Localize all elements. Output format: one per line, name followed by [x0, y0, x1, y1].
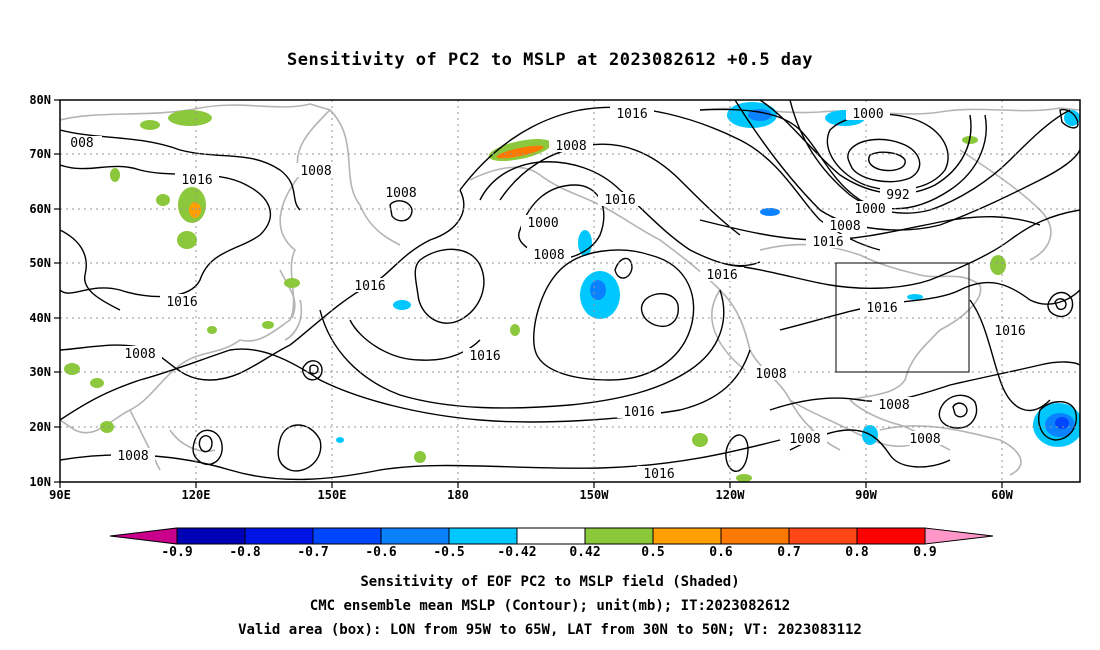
contour-label: 1008 [789, 432, 820, 447]
contour-label: 1016 [812, 235, 843, 250]
colorbar-swatch [856, 527, 926, 545]
contour-label: 1008 [533, 248, 564, 263]
colorbar-label: 0.7 [777, 545, 800, 560]
contour-label: 1016 [166, 295, 197, 310]
colorbar-label: -0.42 [497, 545, 536, 560]
contour-label: 1008 [124, 347, 155, 362]
colorbar-swatch [720, 527, 790, 545]
contour-label: 1000 [527, 216, 558, 231]
valid-area-box [835, 262, 970, 373]
lon-tick-label: 60W [991, 488, 1013, 502]
caption-contour: CMC ensemble mean MSLP (Contour); unit(m… [309, 598, 791, 614]
colorbar-swatch [788, 527, 858, 545]
contour-label: 1016 [706, 268, 737, 283]
contour-label: 1008 [385, 186, 416, 201]
lon-tick-label: 90W [855, 488, 877, 502]
colorbar [109, 527, 994, 545]
lat-tick-label: 60N [29, 202, 51, 216]
contour-label: 1008 [117, 449, 148, 464]
contour-label: 1016 [181, 173, 212, 188]
colorbar-label: -0.8 [229, 545, 260, 560]
colorbar-label: 0.42 [569, 545, 600, 560]
contour-label: 1008 [555, 139, 586, 154]
contour-label: 1016 [604, 193, 635, 208]
colorbar-label: -0.7 [297, 545, 328, 560]
colorbar-arrow-high [924, 527, 994, 545]
lat-tick-label: 20N [29, 420, 51, 434]
colorbar-label: -0.5 [433, 545, 464, 560]
contour-label: 1000 [854, 202, 885, 217]
lon-tick-label: 120E [182, 488, 211, 502]
colorbar-arrow-low [109, 527, 178, 545]
colorbar-swatch [652, 527, 722, 545]
contour-label-layer: 008 1016 1008 1008 1008 1016 1008 1000 1… [62, 106, 1032, 482]
contour-label: 1008 [878, 398, 909, 413]
colorbar-swatch [516, 527, 586, 545]
lat-tick-label: 10N [29, 475, 51, 489]
contour-label: 1008 [755, 367, 786, 382]
lat-tick-label: 30N [29, 365, 51, 379]
plot-frame [59, 99, 1081, 483]
colorbar-label: 0.8 [845, 545, 869, 560]
colorbar-swatch [176, 527, 246, 545]
lat-tick-label: 70N [29, 147, 51, 161]
lon-tick-label: 150E [318, 488, 347, 502]
contour-label: 1016 [994, 324, 1025, 339]
caption-shading: Sensitivity of EOF PC2 to MSLP field (Sh… [360, 574, 740, 590]
contour-label: 1016 [643, 467, 674, 482]
contour-label: 1000 [852, 107, 883, 122]
caption-valid-area: Valid area (box): LON from 95W to 65W, L… [238, 622, 862, 638]
contour-label: 1016 [623, 405, 654, 420]
lat-tick-label: 40N [29, 311, 51, 325]
contour-label: 1016 [866, 301, 897, 316]
map-title: Sensitivity of PC2 to MSLP at 2023082612… [286, 50, 813, 70]
colorbar-label: 0.6 [709, 545, 733, 560]
colorbar-swatch [244, 527, 314, 545]
colorbar-label: -0.9 [161, 545, 192, 560]
mslp-contours [60, 100, 1080, 481]
lat-tick-label: 50N [29, 256, 51, 270]
lon-tick-label: 180 [447, 488, 469, 502]
contour-label: 1008 [829, 219, 860, 234]
colorbar-label: -0.6 [365, 545, 396, 560]
lon-tick-label: 90E [49, 488, 71, 502]
colorbar-swatch [380, 527, 450, 545]
contour-label: 992 [886, 188, 909, 203]
lat-lon-grid [60, 100, 1080, 482]
contour-label: 1016 [616, 107, 647, 122]
lon-tick-label: 120W [716, 488, 746, 502]
colorbar-swatch [584, 527, 654, 545]
contour-label: 1016 [469, 349, 500, 364]
colorbar-swatch [448, 527, 518, 545]
lon-tick-label: 150W [580, 488, 610, 502]
contour-label: 1016 [354, 279, 385, 294]
lat-tick-label: 80N [29, 93, 51, 107]
contour-label: 008 [70, 136, 93, 151]
colorbar-label: 0.5 [641, 545, 664, 560]
contour-label: 1008 [300, 164, 331, 179]
contour-label: 1008 [909, 432, 940, 447]
colorbar-swatch [312, 527, 382, 545]
colorbar-label: 0.9 [913, 545, 936, 560]
